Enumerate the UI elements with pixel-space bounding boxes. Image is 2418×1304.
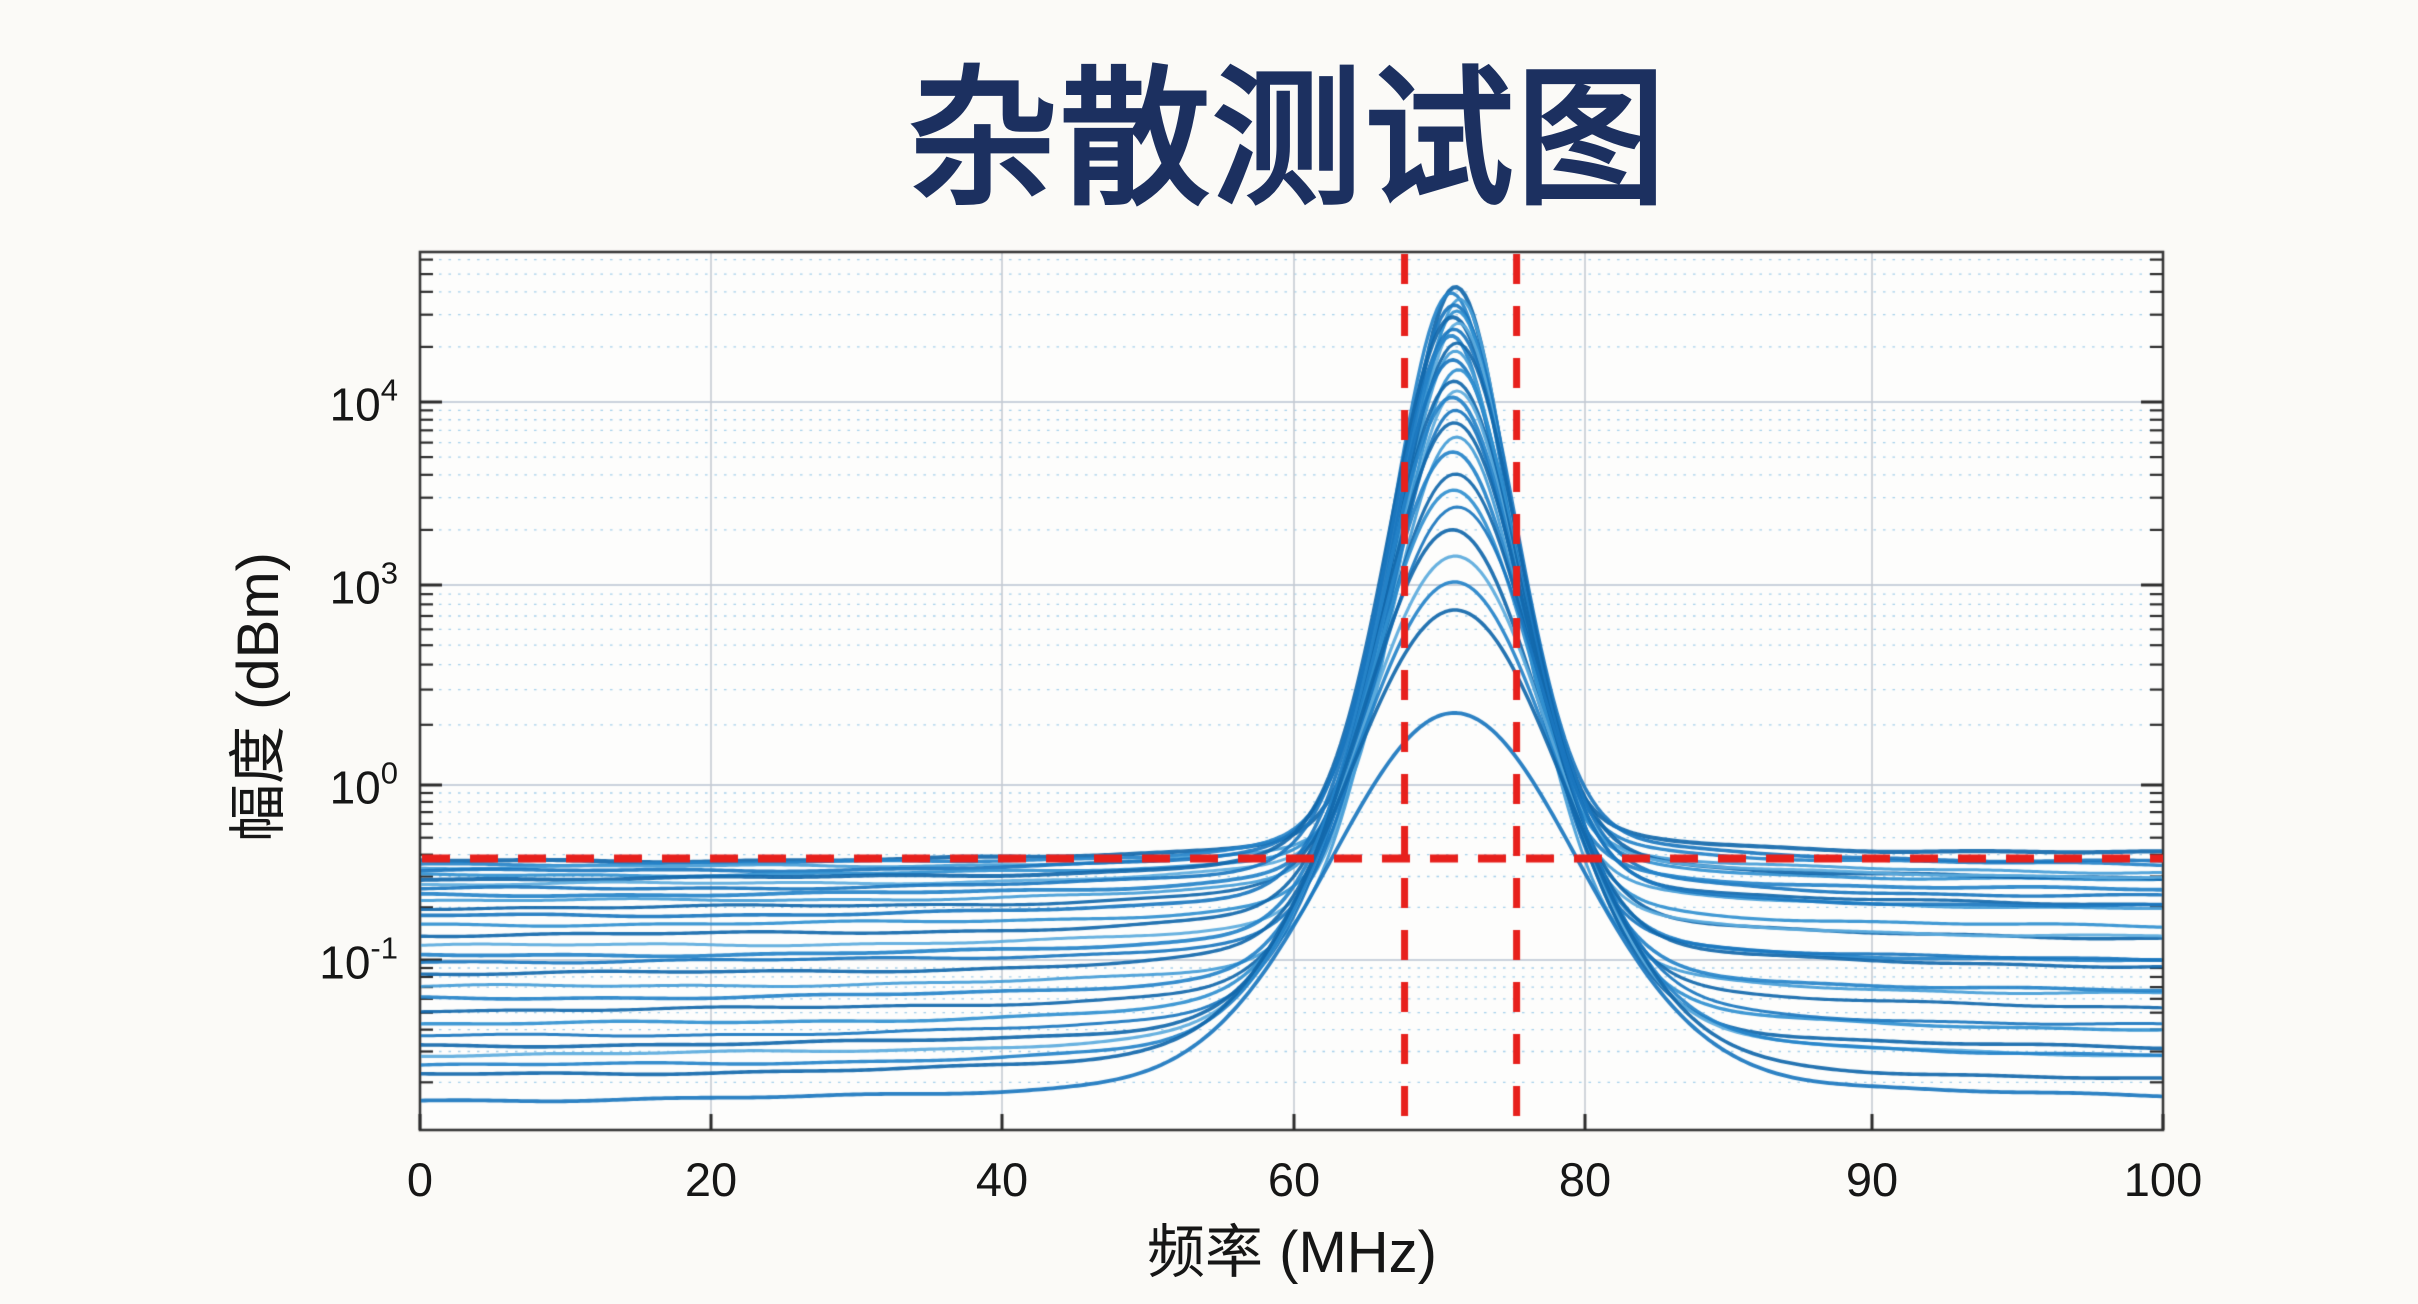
x-tick-label-80: 80 [1558, 1153, 1612, 1206]
y-tick-label-1e3: 103 [329, 555, 398, 614]
y-axis-label: 幅度 (dBm) [226, 551, 291, 843]
y-tick-label-1e0: 100 [329, 755, 398, 814]
y-tick-exp: 4 [380, 372, 398, 408]
x-tick-label-60: 60 [1267, 1153, 1321, 1206]
y-tick-label-1e-1: 10-1 [319, 930, 398, 989]
y-tick-exp: 0 [380, 755, 398, 791]
y-tick-exp: -1 [370, 930, 398, 966]
y-tick-base: 10 [329, 561, 381, 614]
y-tick-base: 10 [319, 936, 371, 989]
x-tick-label-100: 100 [2123, 1153, 2203, 1206]
y-tick-exp: 3 [380, 555, 398, 591]
x-tick-label-40: 40 [975, 1153, 1029, 1206]
x-axis-label: 频率 (MHz) [1147, 1220, 1437, 1285]
y-tick-base: 10 [329, 761, 381, 814]
y-tick-label-1e4: 104 [329, 372, 398, 431]
x-tick-label-20: 20 [684, 1153, 738, 1206]
chart-title: 杂散测试图 [907, 55, 1669, 223]
x-tick-label-0: 0 [406, 1153, 434, 1206]
x-tick-label-90: 90 [1845, 1153, 1899, 1206]
y-tick-base: 10 [329, 378, 381, 431]
